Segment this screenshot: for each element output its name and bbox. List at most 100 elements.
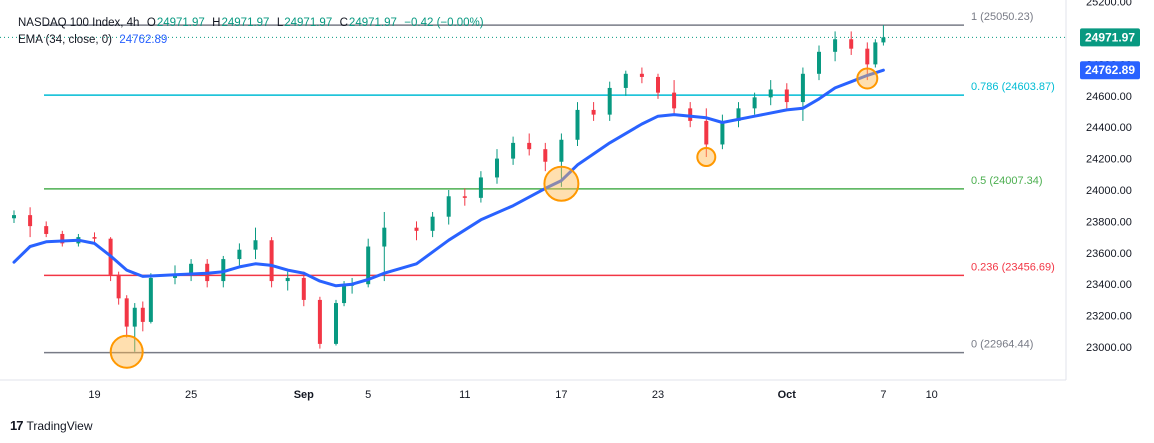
symbol-title[interactable]: NASDAQ 100 Index, 4h (18, 17, 140, 29)
candle-body (301, 277, 306, 300)
candle-body (60, 233, 65, 244)
candle-body (559, 139, 564, 162)
axes: 23000.00 23200.00 23400.00 23600.00 23800.00… (0, 0, 1140, 401)
candle-body (12, 215, 16, 219)
y-tick-label: 24000.00 (1086, 185, 1132, 197)
y-tick-label: 23400.00 (1086, 279, 1132, 291)
candle-body (688, 108, 693, 121)
y-tick-label: 23000.00 (1086, 342, 1132, 354)
candle-body (414, 227, 419, 231)
open-value: 24971.97 (156, 17, 205, 29)
ohlc-legend: NASDAQ 100 Index, 4h O24971.97 H24971.97… (18, 17, 485, 29)
candle-body (800, 73, 805, 103)
candle-body (495, 158, 499, 178)
candle-body (833, 39, 838, 52)
y-tick-label: 24200.00 (1086, 154, 1132, 166)
close-label: C (339, 17, 348, 29)
candle-body (720, 120, 725, 145)
candle-body (28, 215, 33, 227)
y-tick-label: 25200.00 (1086, 0, 1132, 9)
candle-body (189, 263, 194, 275)
highlight-circle (543, 165, 580, 202)
candle-body (221, 259, 226, 282)
fib-level-label: 0.236 (23456.69) (971, 261, 1055, 273)
x-tick-label: 17 (555, 389, 567, 401)
candle-body (672, 92, 677, 109)
candle-body (704, 120, 709, 145)
candle-body (768, 89, 773, 98)
candle-body (478, 177, 483, 198)
candle-body (382, 227, 387, 247)
candle-body (881, 37, 886, 43)
low-value: 24971.97 (284, 17, 333, 29)
candle-body (511, 142, 516, 159)
candle-body (342, 285, 347, 304)
x-tick-label: Sep (294, 389, 314, 401)
ema-label: EMA (34, close, 0) (18, 34, 112, 46)
y-tick-label: 24400.00 (1086, 122, 1132, 134)
y-tick-label: 23800.00 (1086, 216, 1132, 228)
candle-body (317, 299, 322, 344)
ema-price-label-bg (1080, 61, 1140, 80)
x-tick-label: 5 (365, 389, 371, 401)
candle-body (148, 277, 153, 322)
last-price-label: 24971.97 (1085, 30, 1135, 44)
candle-body (124, 298, 129, 327)
y-tick-label: 23600.00 (1086, 248, 1132, 260)
fib-level-label: 0 (22964.44) (971, 339, 1033, 351)
ema-legend[interactable]: EMA (34, close, 0) 24762.89 (18, 34, 168, 46)
candle-body (527, 142, 532, 150)
highlight-circles (109, 67, 879, 369)
candle-body (849, 39, 854, 49)
close-value: 24971.97 (348, 17, 397, 29)
y-tick-label: 23200.00 (1086, 311, 1132, 323)
low-label: L (276, 17, 284, 29)
candle-body (92, 237, 97, 239)
candle-body (44, 226, 49, 234)
ema-value: 24762.89 (119, 34, 168, 46)
candle-body (865, 48, 870, 65)
candle-body (116, 274, 121, 299)
candle-body (817, 51, 821, 74)
brand-label: TradingView (26, 418, 93, 433)
x-tick-label: 11 (459, 389, 470, 401)
candle-body (656, 76, 660, 93)
fib-level-label: 1 (25050.23) (971, 11, 1033, 23)
candle-body (334, 303, 338, 344)
candle-body (132, 307, 137, 327)
candle-body (430, 216, 435, 231)
fib-level-label: 0.5 (24007.34) (971, 175, 1043, 187)
candle-body (575, 109, 580, 140)
fibonacci-retracement[interactable]: 1 (25050.23) 0.786 (24603.87) 0.5 (24007.3… (44, 11, 1055, 354)
x-tick-label: 19 (88, 389, 100, 401)
candle-body (366, 246, 371, 285)
ema-series (12, 68, 885, 288)
candle-body (253, 240, 258, 250)
high-label: H (212, 17, 221, 29)
candle-body (285, 277, 290, 282)
candle-body (752, 97, 757, 109)
candle-body (591, 109, 596, 115)
x-tick-label: 23 (652, 389, 664, 401)
fib-level-label: 0.786 (24603.87) (971, 81, 1055, 93)
candle-body (623, 73, 628, 88)
highlight-circle (109, 334, 144, 369)
high-value: 24971.97 (221, 17, 270, 29)
candle-body (639, 73, 644, 77)
tradingview-footer[interactable]: 17 TradingView (10, 418, 93, 433)
candle-body (462, 196, 467, 198)
x-tick-label: 7 (880, 389, 886, 401)
highlight-circle (856, 67, 879, 90)
last-price-label-bg (1080, 28, 1140, 47)
change-value: −0.42 (−0.00%) (404, 17, 484, 29)
candle-body (140, 307, 145, 322)
candle-body (237, 249, 242, 260)
y-tick-label: 24600.00 (1086, 91, 1132, 103)
candle-body (543, 149, 548, 162)
ema-line (12, 68, 885, 288)
candle-body (873, 42, 878, 65)
candlestick-series (12, 25, 886, 352)
candle-body (269, 240, 274, 282)
candle-body (736, 108, 741, 121)
